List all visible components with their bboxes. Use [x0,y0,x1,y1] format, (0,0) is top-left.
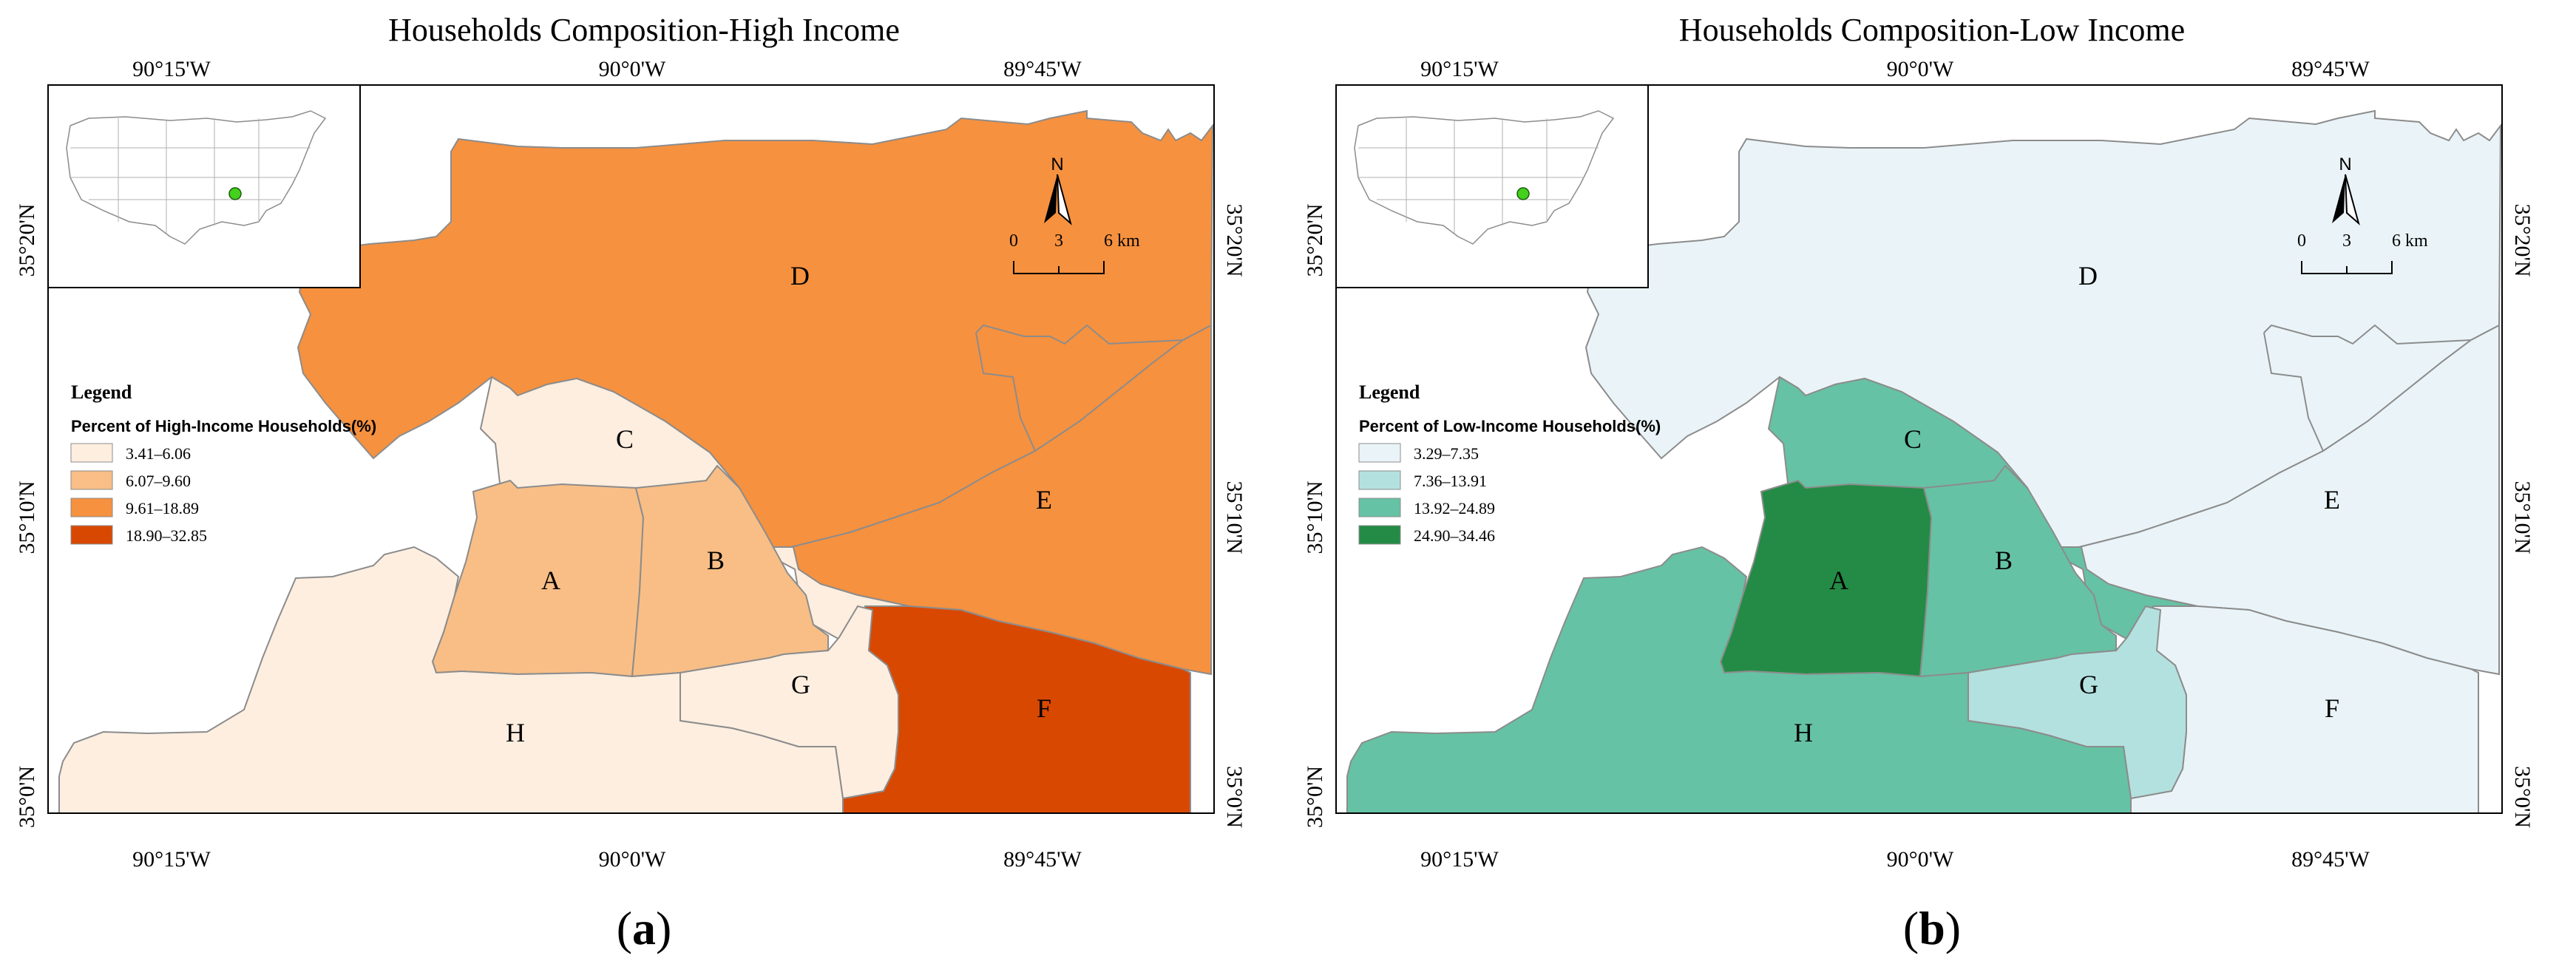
zone-label-f: F [2325,693,2339,723]
legend-item-label: 13.92–24.89 [1414,499,1495,517]
map-frame [1335,84,2503,814]
legend-swatch [1358,498,1401,517]
latitude-tick-right: 35°10'N [1222,481,1247,554]
longitude-tick-top: 90°15'W [132,57,211,81]
inset-locator-map [47,84,361,288]
zone-h [1346,546,2132,814]
longitude-tick-bottom: 89°45'W [2291,847,2370,872]
longitude-tick-top: 90°15'W [1420,57,1499,81]
tract-boundary-line [975,324,1184,345]
zone-label-d: D [790,261,810,291]
zones [58,109,1214,814]
zone-label-b: B [707,546,725,575]
longitude-tick-bottom: 90°15'W [1420,847,1499,872]
zone-label-h: H [1794,718,1813,747]
zone-a [1719,479,1933,678]
zone-label-e: E [1036,485,1052,515]
zone-label-g: G [791,670,810,699]
zone-b [631,464,829,678]
scale-bar [2301,261,2393,274]
longitude-tick-bottom: 89°45'W [1003,847,1082,872]
tract-boundary-line [2263,324,2472,345]
panel-caption: (b) [1903,902,1961,954]
north-arrow-icon [2332,174,2360,225]
legend-swatch [70,525,113,545]
legend-swatch [70,498,113,517]
scale-label: 3 [1054,231,1063,251]
scale-label: 0 [1009,231,1018,251]
north-arrow-icon [1044,174,1072,225]
latitude-tick-right: 35°0'N [2510,766,2535,828]
legend-title: Legend [1359,381,1420,403]
zone-label-b: B [1995,546,2013,575]
zone-label-h: H [506,718,525,747]
map-svg: Households Composition-High Income 90°15'… [15,12,1247,954]
legend-item-label: 18.90–32.85 [126,526,207,545]
longitude-tick-top: 90°0'W [1887,57,1954,81]
scale-label: 6 km [1104,231,1140,251]
map-frame [47,84,1215,814]
legend-title: Legend [71,381,132,403]
zones [1346,109,2502,814]
legend-item-label: 9.61–18.89 [126,499,199,517]
latitude-tick-left: 35°0'N [1303,766,1327,828]
zone-h [58,546,844,814]
latitude-tick-left: 35°10'N [15,481,39,554]
scale-bar [1013,261,1105,274]
legend-item-label: 7.36–13.91 [1414,472,1487,490]
latitude-tick-right: 35°10'N [2510,481,2535,554]
latitude-tick-left: 35°10'N [1303,481,1327,554]
map-title: Households Composition-Low Income [1679,12,2185,48]
zone-label-a: A [541,566,560,595]
zone-label-g: G [2079,670,2098,699]
zone-label-c: C [1904,424,1922,454]
legend-swatch [70,443,113,463]
legend-subtitle: Percent of Low-Income Households(%) [1359,417,1661,435]
longitude-tick-top: 89°45'W [2291,57,2370,81]
legend-swatch [1358,443,1401,463]
latitude-tick-right: 35°0'N [1222,766,1247,828]
longitude-tick-top: 89°45'W [1003,57,1082,81]
legend-item-label: 6.07–9.60 [126,472,191,490]
latitude-tick-left: 35°20'N [1303,203,1327,276]
longitude-tick-bottom: 90°0'W [599,847,666,872]
study-area-marker [1516,187,1530,200]
legend-swatch [1358,525,1401,545]
zone-label-a: A [1829,566,1848,595]
legend-swatch [70,470,113,490]
zone-a [431,479,645,678]
inset-locator-map [1335,84,1649,288]
zone-label-d: D [2078,261,2098,291]
scale-label: 0 [2297,231,2306,251]
legend-item-label: 3.29–7.35 [1414,444,1479,463]
latitude-tick-left: 35°0'N [15,766,39,828]
zone-label-e: E [2324,485,2340,515]
tract-boundary-line [975,332,1036,452]
zone-label-f: F [1037,693,1051,723]
longitude-tick-top: 90°0'W [599,57,666,81]
tract-boundary-line [2263,332,2324,452]
zone-b [1919,464,2117,678]
north-label: N [1051,155,1063,174]
map-svg: Households Composition-Low Income 90°15'W… [1303,12,2535,954]
latitude-tick-right: 35°20'N [2510,203,2535,276]
panel-caption: (a) [617,902,672,954]
north-label: N [2339,155,2351,174]
map-panel-high-income: Households Composition-High Income 90°15'… [15,12,1247,954]
scale-label: 3 [2342,231,2351,251]
legend-swatch [1358,470,1401,490]
legend-item-label: 3.41–6.06 [126,444,191,463]
longitude-tick-bottom: 90°0'W [1887,847,1954,872]
map-title: Households Composition-High Income [388,12,900,48]
zone-label-c: C [616,424,634,454]
scale-label: 6 km [2392,231,2428,251]
longitude-tick-bottom: 90°15'W [132,847,211,872]
legend-item-label: 24.90–34.46 [1414,526,1495,545]
latitude-tick-left: 35°20'N [15,203,39,276]
legend-subtitle: Percent of High-Income Households(%) [71,417,376,435]
map-panel-low-income: Households Composition-Low Income 90°15'W… [1288,0,2576,964]
latitude-tick-right: 35°20'N [1222,203,1247,276]
study-area-marker [228,187,242,200]
